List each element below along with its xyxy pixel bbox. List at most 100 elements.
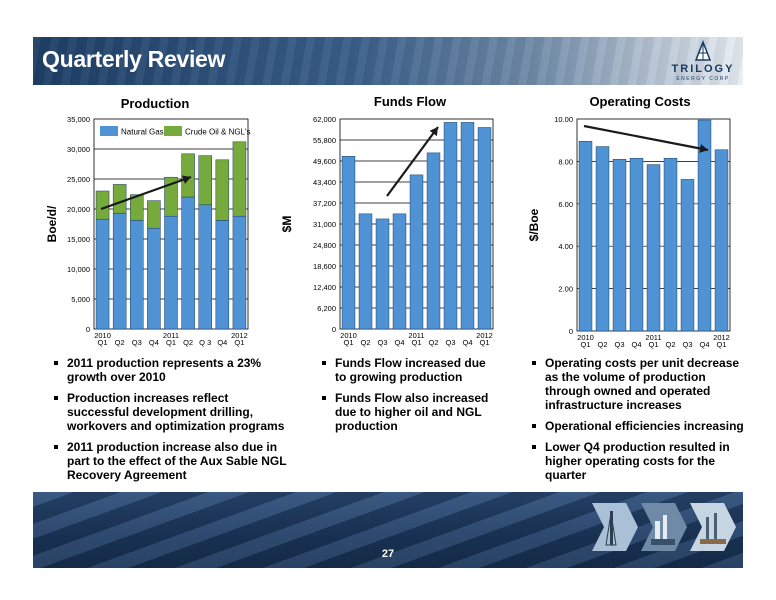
x-tick-label: Q3 [445,338,455,347]
x-tick-label: Q1 [648,340,658,349]
x-tick-label: Q4 [217,338,227,347]
trend-arrow [100,175,192,211]
y-tick-label: 49,600 [313,157,336,166]
x-tick-label: Q4 [699,340,709,349]
x-tick-label: Q1 [411,338,421,347]
bar [426,152,441,330]
y-tick-label: 0 [86,325,90,334]
bar [215,159,230,221]
trend-arrow-head [181,175,191,184]
y-tick-label: 20,000 [67,205,90,214]
bar [578,141,593,332]
x-tick-label: Q2 [183,338,193,347]
year-label: 2010 [94,331,111,340]
bar [358,213,373,330]
bar [198,155,212,206]
bar [646,164,661,332]
x-tick-label: Q2 [115,338,125,347]
header-banner [33,37,743,85]
y-tick-label: 6.00 [558,200,573,209]
x-tick-label: Q1 [234,338,244,347]
y-tick-label: 24,800 [313,241,336,250]
production-chart-title: Production [120,96,190,111]
y-tick-label: 0 [332,325,336,334]
facility-photo-icon [690,503,736,551]
x-tick-label: Q4 [462,338,472,347]
y-tick-label: 18,600 [313,262,336,271]
x-tick-label: Q2 [428,338,438,347]
x-tick-label: Q1 [343,338,353,347]
bar [477,127,492,330]
year-label: 2011 [408,331,424,340]
operating-costs-bullets: Operating costs per unit decrease as the… [530,356,744,489]
bar [697,119,712,332]
bullet-item: Funds Flow increased due to growing prod… [320,356,492,384]
y-axis-label: $M [280,216,294,233]
bullet-item: Production increases reflect successful … [52,391,292,433]
bar [95,218,110,330]
x-tick-label: Q1 [479,338,489,347]
page-number: 27 [381,548,395,560]
year-label: 2010 [577,333,594,342]
year-label: 2011 [645,333,661,342]
bar [680,179,695,332]
y-tick-label: 43,400 [313,178,336,187]
bar [147,200,161,229]
y-tick-label: 30,000 [67,145,90,154]
y-axis-label: $/Boe [527,208,541,241]
bar [443,122,458,330]
y-tick-label: 4.00 [558,242,573,251]
logo-subtitle: ENERGY CORP [676,76,730,82]
funds-flow-bullets: Funds Flow increased due to growing prod… [320,356,492,440]
year-label: 2011 [163,331,179,340]
bullet-item: Lower Q4 production resulted in higher o… [530,440,744,482]
bar [181,153,195,198]
y-tick-label: 31,000 [313,220,336,229]
company-logo-icon [694,40,712,61]
legend-label: Crude Oil & NGL's [185,128,251,137]
bar [147,227,161,330]
y-tick-label: 35,000 [67,115,90,124]
bar [112,184,127,214]
y-tick-label: 10,000 [67,265,90,274]
trend-arrow-head [699,144,708,153]
rig-photo-icon [592,503,638,551]
bar [95,190,110,220]
operating-costs-chart: 0 2.00 4.00 6.00 8.00 10.00 $/Boe Q1 Q2 Q3 Q4 Q1 Q2 Q… [527,115,731,349]
bar [341,156,356,330]
bar [409,174,424,330]
bar [164,215,178,330]
y-tick-label: 8.00 [558,157,573,166]
x-tick-label: Q3 [614,340,624,349]
bar [629,157,644,332]
x-tick-label: Q4 [149,338,159,347]
x-tick-label: Q1 [166,338,176,347]
y-tick-label: 10.00 [554,115,573,124]
x-tick-label: Q 3 [199,338,211,347]
bar [215,220,230,330]
plant-photo-icon [641,503,687,551]
bullet-item: 2011 production increase also due in par… [52,440,292,482]
y-tick-label: 2.00 [558,285,573,294]
bar [595,146,610,332]
x-tick-label: Q2 [597,340,607,349]
year-label: 2012 [476,331,493,340]
bullet-item: Funds Flow also increased due to higher … [320,391,492,433]
trend-arrow [386,126,439,197]
y-tick-label: 37,200 [313,199,336,208]
funds-flow-chart-title: Funds Flow [373,94,447,109]
slide-title: Quarterly Review [42,46,226,72]
bar [164,176,178,217]
legend-label: Natural Gas [121,128,164,137]
x-tick-label: Q3 [132,338,142,347]
y-tick-label: 55,800 [313,136,336,145]
bar [112,212,127,330]
y-tick-label: 62,000 [313,115,336,124]
legend-swatch [164,126,182,136]
logo-wordmark: TRILOGY [671,63,735,75]
bar [232,215,247,330]
y-tick-label: 5,000 [71,295,90,304]
x-tick-label: Q1 [716,340,726,349]
y-tick-label: 12,400 [313,283,336,292]
year-label: 2012 [713,333,730,342]
